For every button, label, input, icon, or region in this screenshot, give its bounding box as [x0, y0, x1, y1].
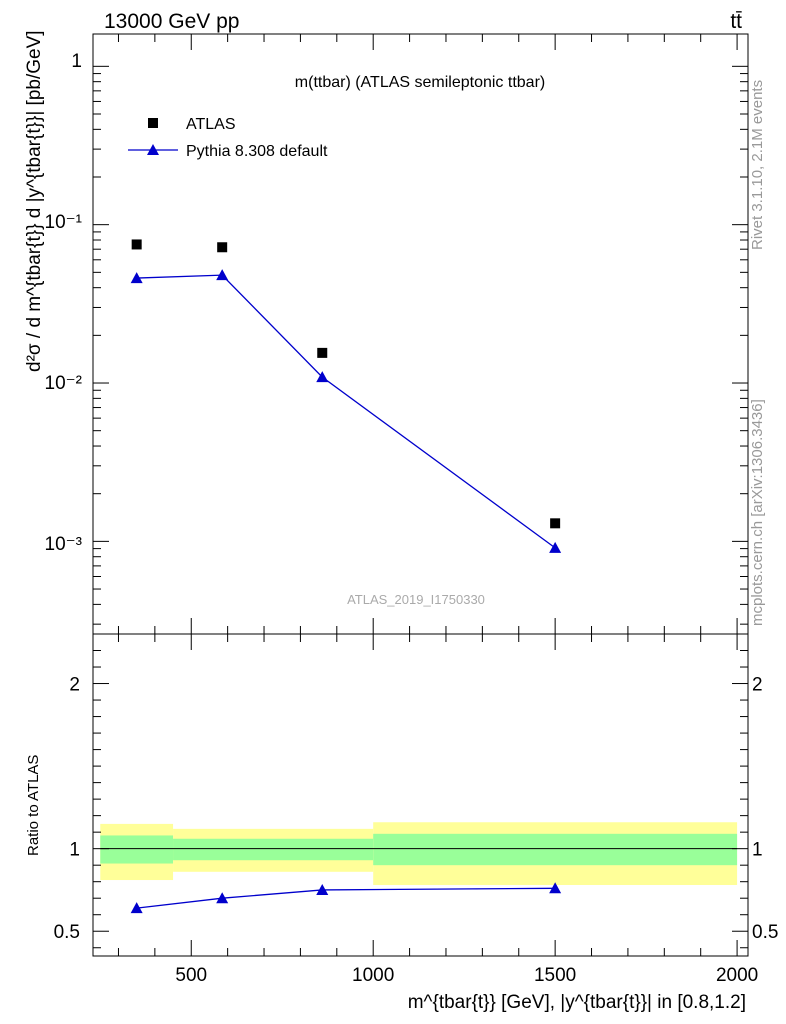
- ratio-point: [130, 902, 143, 914]
- header-process: tt̄: [730, 10, 742, 33]
- ratio-xtick-label: 1000: [352, 965, 394, 986]
- ytick-label-0.1: 10⁻¹: [45, 212, 83, 233]
- ytick-label-0.01: 10⁻²: [45, 373, 83, 394]
- pythia-line: [136, 274, 556, 549]
- legend-marker-pythia: [147, 144, 159, 155]
- pythia-point: [316, 371, 329, 383]
- ratio-band-inner: [173, 838, 374, 861]
- ratio-xtick-label: 2000: [716, 965, 758, 986]
- ratio-panel: 500 1000 1500 2000 0.5 0.5 1 1 2 2 Ratio to ATLAS…: [25, 633, 778, 1013]
- ratio-frame: [92, 633, 749, 957]
- legend-marker-atlas: [148, 118, 158, 128]
- atlas-point: [131, 239, 142, 250]
- ratio-ticks: 500 1000 1500 2000 0.5 0.5 1 1 2 2: [54, 634, 778, 986]
- ratio-xtick-label: 500: [175, 965, 207, 986]
- ratio-band-inner: [373, 833, 738, 866]
- main-x-ticks: [117, 34, 738, 634]
- ratio-pythia-line: [136, 887, 556, 909]
- ratio-point: [316, 883, 329, 895]
- pythia-point: [216, 269, 229, 281]
- atlas-point: [550, 518, 561, 529]
- main-y-ticks: [93, 65, 748, 625]
- ratio-band-inner: [100, 835, 174, 864]
- ratio-ytick-label-right: 0.5: [752, 922, 778, 943]
- ratio-ytick-label: 1: [69, 840, 80, 861]
- pythia-point: [549, 541, 562, 553]
- atlas-point: [317, 347, 328, 358]
- ratio-ytick-label-right: 1: [752, 840, 763, 861]
- main-ylabel: d²σ / d m^{tbar{t}} d |y^{tbar{t}}| [pb/…: [24, 30, 45, 372]
- watermark: ATLAS_2019_I1750330: [347, 592, 485, 607]
- ratio-uncertainty-bands: [100, 822, 738, 885]
- ratio-data-points: [130, 882, 562, 914]
- ratio-ytick-label: 2: [69, 675, 80, 696]
- ratio-point: [216, 892, 229, 904]
- legend: ATLAS Pythia 8.308 default: [128, 116, 328, 160]
- ratio-ylabel: Ratio to ATLAS: [25, 755, 42, 856]
- ratio-ytick-label-right: 2: [752, 675, 763, 696]
- source-label: mcplots.cern.ch [arXiv:1306.3436]: [749, 399, 766, 626]
- atlas-point: [217, 242, 228, 253]
- chart-title: m(ttbar) (ATLAS semileptonic ttbar): [295, 74, 545, 91]
- ytick-label-1: 1: [71, 51, 82, 72]
- rivet-label: Rivet 3.1.10, 2.1M events: [749, 80, 766, 250]
- header-energy: 13000 GeV pp: [104, 10, 239, 33]
- ratio-point: [549, 882, 562, 894]
- legend-label-atlas: ATLAS: [186, 116, 236, 133]
- ratio-ytick-label: 0.5: [54, 922, 80, 943]
- ytick-label-0.001: 10⁻³: [45, 534, 83, 555]
- main-data-points: [130, 239, 562, 553]
- ratio-xtick-label: 1500: [534, 965, 576, 986]
- main-panel: m(ttbar) (ATLAS semileptonic ttbar) ATLA…: [24, 30, 749, 635]
- legend-label-pythia: Pythia 8.308 default: [186, 143, 328, 160]
- pythia-point: [130, 272, 143, 284]
- ratio-xlabel: m^{tbar{t}} [GeV], |y^{tbar{t}}| in [0.8…: [408, 992, 746, 1013]
